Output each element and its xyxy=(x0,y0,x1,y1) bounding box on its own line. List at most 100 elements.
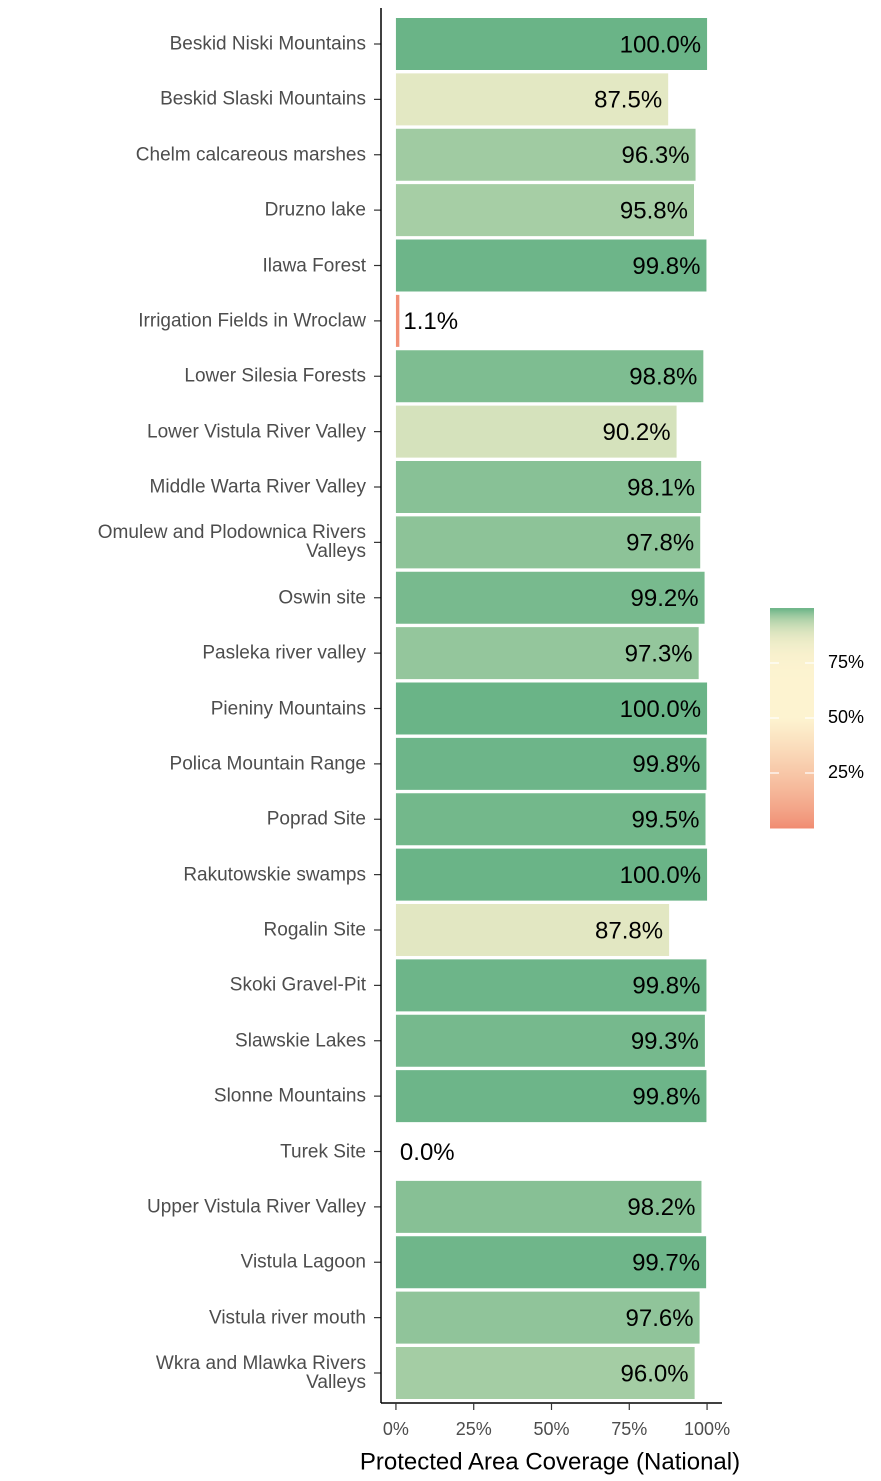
colorbar-step xyxy=(770,814,814,817)
bar xyxy=(395,904,670,956)
colorbar-step xyxy=(770,740,814,743)
colorbar-step xyxy=(770,746,814,749)
colorbar-step xyxy=(770,610,814,613)
colorbar-step xyxy=(770,792,814,795)
y-tick-label: Turek Site xyxy=(280,1141,366,1162)
colorbar-step xyxy=(770,720,814,723)
colorbar-step xyxy=(770,782,814,785)
colorbar-step xyxy=(770,640,814,643)
colorbar-step xyxy=(770,732,814,735)
colorbar-step xyxy=(770,708,814,711)
value-label: 100.0% xyxy=(620,31,701,58)
y-tick-label: Upper Vistula River Valley xyxy=(147,1196,366,1218)
colorbar-step xyxy=(770,786,814,789)
colorbar-step xyxy=(770,688,814,691)
colorbar-step xyxy=(770,712,814,715)
colorbar-step xyxy=(770,756,814,759)
bar xyxy=(395,461,702,513)
bar xyxy=(395,959,707,1012)
value-label: 99.8% xyxy=(632,973,700,1000)
colorbar-step xyxy=(770,764,814,767)
colorbar-step xyxy=(770,680,814,683)
colorbar-step xyxy=(770,698,814,701)
value-label: 96.3% xyxy=(621,142,689,169)
colorbar-step xyxy=(770,650,814,653)
value-label: 99.7% xyxy=(632,1250,700,1277)
colorbar-step xyxy=(770,628,814,631)
x-tick-label: 0% xyxy=(383,1419,409,1439)
colorbar-step xyxy=(770,668,814,671)
value-label: 99.3% xyxy=(631,1028,699,1055)
colorbar-step xyxy=(770,682,814,685)
bar xyxy=(395,73,669,126)
colorbar-step xyxy=(770,780,814,783)
value-label: 97.6% xyxy=(626,1305,694,1332)
y-tick-label: Beskid Niski Mountains xyxy=(169,33,366,55)
colorbar-step xyxy=(770,710,814,713)
colorbar-step xyxy=(770,754,814,757)
y-tick-label: Vistula Lagoon xyxy=(240,1251,366,1273)
colorbar-step xyxy=(770,622,814,625)
colorbar-step xyxy=(770,742,814,745)
colorbar-step xyxy=(770,730,814,733)
colorbar-step xyxy=(770,706,814,709)
bar xyxy=(395,1236,707,1289)
colorbar-step xyxy=(770,684,814,687)
colorbar-step xyxy=(770,802,814,805)
y-tick-label: Poprad Site xyxy=(266,808,366,830)
colorbar-step xyxy=(770,766,814,769)
colorbar-step xyxy=(770,648,814,651)
bar xyxy=(395,516,701,569)
x-tick-label: 25% xyxy=(456,1419,492,1439)
colorbar-step xyxy=(770,700,814,703)
colorbar-step xyxy=(770,750,814,753)
y-tick-label: Ilawa Forest xyxy=(262,255,366,276)
bar xyxy=(395,1014,705,1067)
bar xyxy=(395,1070,707,1123)
colorbar-step xyxy=(770,728,814,731)
colorbar-step xyxy=(770,794,814,797)
bar xyxy=(395,18,708,70)
colorbar-step xyxy=(770,666,814,669)
colorbar-step xyxy=(770,694,814,697)
colorbar-step xyxy=(770,748,814,751)
colorbar-step xyxy=(770,758,814,761)
colorbar-step xyxy=(770,778,814,781)
legend-label: 25% xyxy=(828,762,864,782)
bar xyxy=(395,1347,695,1399)
y-tick-label: Rakutowskie swamps xyxy=(183,864,366,886)
colorbar-step xyxy=(770,690,814,693)
colorbar-step xyxy=(770,826,814,829)
colorbar-step xyxy=(770,726,814,729)
colorbar-step xyxy=(770,630,814,633)
colorbar-step xyxy=(770,774,814,777)
colorbar-step xyxy=(770,692,814,695)
colorbar-step xyxy=(770,812,814,815)
colorbar-step xyxy=(770,660,814,663)
bar xyxy=(395,848,708,901)
bar xyxy=(395,627,699,680)
y-tick-label: Beskid Slaski Mountains xyxy=(160,88,366,110)
x-tick-label: 75% xyxy=(611,1419,647,1439)
y-tick-label: Irrigation Fields in Wroclaw xyxy=(138,310,366,332)
colorbar-step xyxy=(770,702,814,705)
legend-label: 75% xyxy=(828,652,864,672)
colorbar-step xyxy=(770,646,814,649)
y-tick-label: Wkra and Mlawka Rivers Valleys xyxy=(155,1353,366,1393)
colorbar-step xyxy=(770,796,814,799)
bar xyxy=(395,405,677,458)
value-label: 97.8% xyxy=(626,530,694,557)
colorbar-step xyxy=(770,670,814,673)
colorbar-step xyxy=(770,718,814,721)
colorbar-step xyxy=(770,776,814,779)
y-tick-label: Middle Warta River Valley xyxy=(149,476,366,498)
bar xyxy=(395,350,704,403)
colorbar-step xyxy=(770,724,814,727)
colorbar-step xyxy=(770,822,814,825)
colorbar-step xyxy=(770,624,814,627)
colorbar-step xyxy=(770,656,814,659)
value-label: 87.5% xyxy=(594,87,662,114)
bar xyxy=(395,294,400,347)
y-tick-label: Lower Vistula River Valley xyxy=(147,421,366,443)
